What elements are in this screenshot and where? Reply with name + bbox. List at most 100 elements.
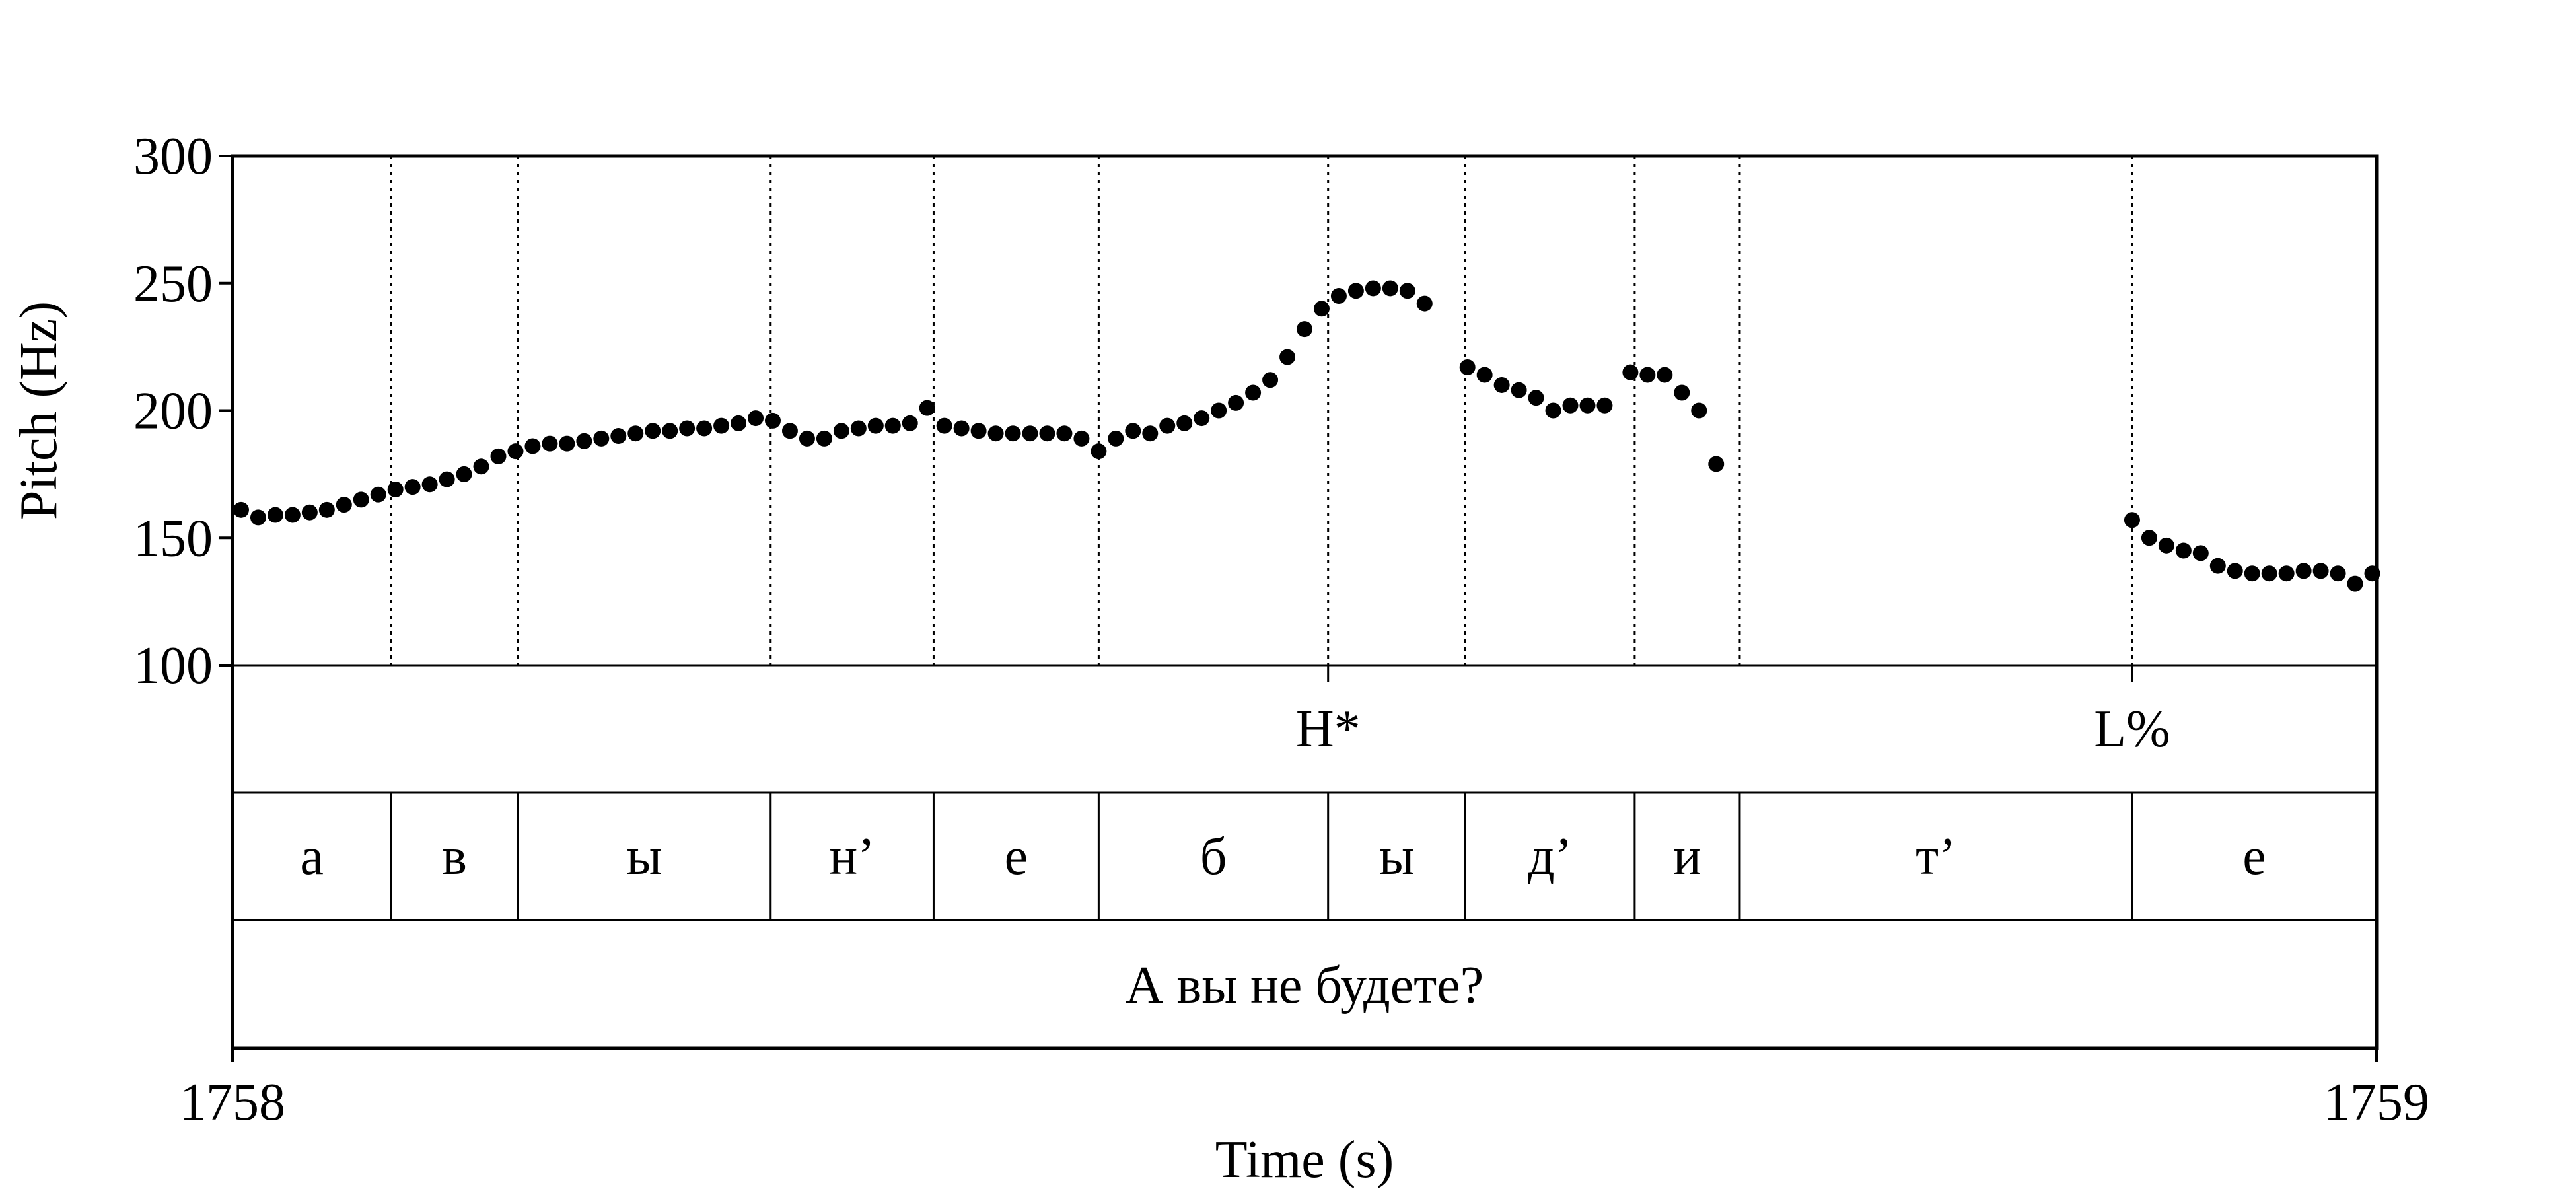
pitch-point [1562,397,1579,414]
pitch-point [490,448,507,464]
pitch-point [1297,321,1312,338]
x-tick-label: 1759 [2324,1073,2429,1132]
pitch-point [1073,430,1090,447]
pitch-point [696,420,713,437]
pitch-point [679,420,696,437]
pitch-point [1194,410,1210,427]
pitch-point [1528,390,1544,406]
pitch-points [233,280,2380,592]
pitch-point [662,423,678,439]
tone-label: H* [1296,700,1361,758]
segment-label: н’ [829,828,875,886]
pitch-point [2192,545,2209,561]
tier-labels: H* L% а в ы н’ е б ы д’ и т’ е [300,700,2266,886]
boundary-guides [390,156,2133,665]
pitch-point [1262,372,1279,388]
pitch-point [799,430,815,447]
pitch-point [1108,430,1124,447]
y-tick-label: 300 [133,127,213,186]
pitch-point [473,458,489,475]
pitch-point [593,430,610,447]
y-tick-label: 200 [133,382,213,441]
pitch-point [867,417,884,434]
pitch-point [627,425,644,442]
pitch-point [1211,402,1227,419]
pitch-point [2330,565,2346,582]
x-axis-label: Time (s) [1215,1131,1394,1189]
segment-label: д’ [1528,828,1572,886]
pitch-point [1091,443,1107,460]
pitch-point [1476,367,1493,383]
plot-frame [231,154,2379,1050]
pitch-point [1399,283,1415,299]
pitch-point [1142,425,1159,442]
pitch-point [1674,384,1690,401]
pitch-point [2312,563,2329,579]
pitch-point [1639,367,1656,383]
pitch-point [301,504,318,521]
pitch-point [2141,530,2157,546]
pitch-point [1056,425,1073,442]
pitch-point [1228,394,1244,411]
pitch-point [987,425,1004,442]
tier-borders [231,154,2379,1062]
pitch-point [1022,425,1038,442]
pitch-point [1330,288,1347,305]
pitch-point [610,428,627,445]
pitch-point [953,420,970,437]
pitch-point [1039,425,1055,442]
y-tick-label: 250 [133,255,213,313]
pitch-point [1596,397,1613,414]
pitch-point [1657,367,1673,383]
pitch-point [833,423,849,439]
pitch-point [318,501,335,518]
pitch-point [1125,423,1141,439]
y-tick-label: 150 [133,509,213,567]
pitch-point [456,466,472,482]
pitch-point [748,410,764,427]
pitch-point [781,423,798,439]
pitch-point [1159,417,1176,434]
pitch-point [919,400,935,416]
pitch-point [884,417,901,434]
pitch-point [2261,565,2277,582]
segment-label: т’ [1915,828,1956,886]
pitch-point [439,471,455,487]
pitch-point [1708,456,1725,472]
pitch-point [559,435,575,452]
pitch-point [267,507,283,523]
pitch-point [2124,512,2140,528]
pitch-point [1691,402,1707,419]
pitch-point [1579,397,1596,414]
tone-label: L% [2094,700,2170,758]
pitch-point [2209,558,2226,574]
y-tick-label: 100 [133,637,213,695]
segment-label: б [1200,828,1227,886]
x-tick-label: 1758 [180,1073,285,1132]
pitch-point [387,482,404,498]
pitch-point [1365,280,1381,297]
pitch-point [902,415,918,431]
pitch-point [370,486,386,503]
pitch-point [507,443,524,460]
segment-label: е [2242,828,2266,886]
pitch-point [816,430,832,447]
pitch-point [1382,280,1398,297]
pitch-point [1493,377,1510,393]
segment-label: ы [1379,828,1415,886]
pitch-point [353,491,369,508]
pitch-point [764,412,781,429]
pitch-point [1279,349,1296,365]
pitch-point [250,509,266,526]
segment-label: и [1673,828,1701,886]
segment-label: е [1005,828,1028,886]
pitch-point [1416,295,1433,312]
pitch-point [970,423,987,439]
pitch-point [1245,384,1262,401]
pitch-point [1545,402,1561,419]
pitch-point [284,507,301,523]
pitch-point [404,479,421,495]
pitch-point [1313,301,1330,317]
pitch-point [233,501,249,518]
